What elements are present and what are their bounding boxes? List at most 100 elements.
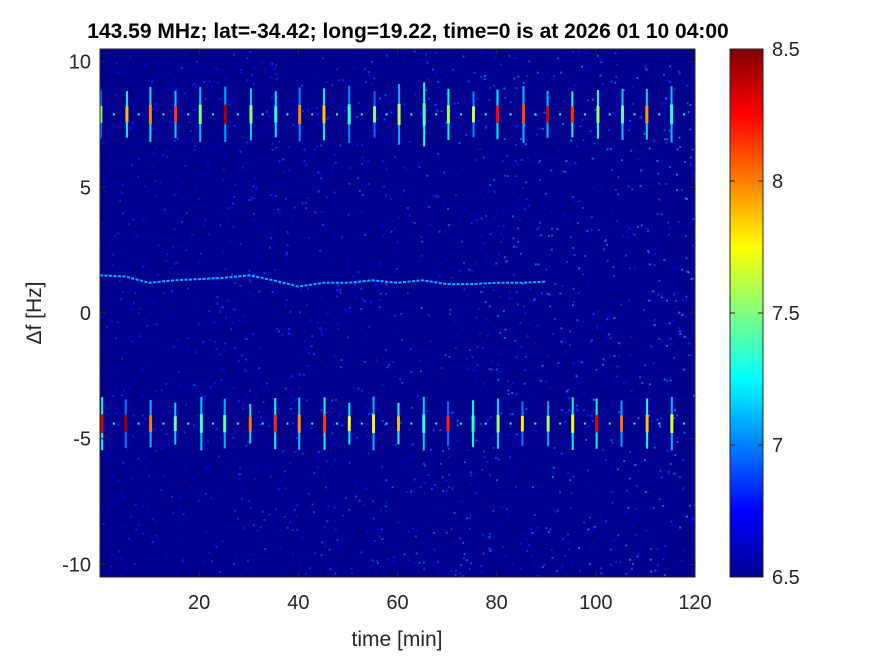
noise-speck — [654, 388, 657, 391]
noise-speck — [582, 81, 585, 84]
noise-speck — [687, 271, 690, 274]
noise-speck — [416, 474, 419, 477]
noise-speck — [509, 101, 512, 104]
noise-speck — [372, 129, 375, 132]
noise-speck — [552, 466, 555, 469]
noise-speck — [157, 273, 160, 276]
noise-speck — [113, 181, 116, 184]
noise-speck — [173, 235, 176, 238]
noise-speck — [132, 414, 135, 417]
noise-speck — [303, 159, 306, 162]
noise-speck — [274, 508, 277, 511]
noise-speck — [449, 110, 452, 112]
noise-speck — [476, 148, 479, 151]
noise-speck — [289, 462, 292, 465]
noise-speck — [227, 207, 230, 210]
noise-speck — [587, 485, 590, 488]
noise-speck — [222, 491, 225, 494]
noise-speck — [587, 425, 590, 428]
noise-speck — [358, 101, 360, 104]
noise-speck — [588, 148, 591, 151]
noise-speck — [478, 307, 480, 310]
noise-speck — [130, 304, 133, 307]
noise-speck — [110, 321, 113, 323]
noise-speck — [583, 55, 586, 58]
noise-speck — [298, 311, 301, 314]
noise-speck — [378, 182, 381, 185]
noise-speck — [688, 354, 691, 357]
noise-speck — [247, 441, 250, 444]
noise-speck — [603, 248, 606, 251]
noise-speck — [131, 125, 134, 127]
noise-speck — [143, 264, 146, 267]
noise-speck — [128, 335, 131, 338]
noise-speck — [534, 343, 537, 346]
noise-speck — [619, 126, 622, 129]
noise-speck — [136, 276, 139, 279]
noise-speck — [502, 310, 505, 312]
noise-speck — [331, 217, 334, 220]
noise-speck — [546, 292, 549, 295]
noise-speck — [106, 541, 109, 544]
noise-speck — [525, 181, 528, 184]
noise-speck — [516, 279, 519, 282]
noise-speck — [415, 443, 418, 446]
noise-speck — [401, 522, 404, 525]
noise-speck — [163, 230, 166, 233]
noise-speck — [550, 211, 553, 214]
noise-speck — [439, 454, 442, 457]
noise-speck — [226, 219, 229, 222]
noise-speck — [165, 88, 168, 91]
noise-speck — [250, 190, 253, 193]
noise-speck — [618, 355, 621, 358]
noise-speck — [643, 346, 646, 349]
noise-speck — [660, 417, 663, 420]
noise-speck — [285, 251, 288, 254]
noise-speck — [264, 411, 266, 413]
noise-speck — [660, 476, 663, 479]
noise-speck — [489, 183, 492, 186]
noise-speck — [241, 575, 244, 577]
noise-speck — [500, 234, 503, 236]
noise-speck — [284, 573, 287, 576]
noise-speck — [385, 510, 388, 513]
noise-speck — [548, 254, 551, 257]
noise-speck — [396, 447, 399, 450]
noise-speck — [232, 436, 235, 439]
noise-speck — [501, 506, 504, 509]
noise-speck — [385, 167, 388, 170]
noise-speck — [601, 187, 604, 190]
noise-speck — [111, 422, 114, 425]
noise-speck — [567, 451, 570, 454]
noise-speck — [424, 366, 427, 369]
noise-speck — [538, 127, 541, 130]
noise-speck — [545, 268, 548, 271]
noise-speck — [432, 564, 435, 567]
noise-speck — [361, 339, 364, 342]
noise-speck — [109, 167, 112, 170]
noise-speck — [679, 526, 682, 529]
noise-speck — [325, 459, 328, 462]
noise-speck — [533, 191, 535, 194]
noise-speck — [626, 414, 629, 417]
noise-speck — [628, 477, 631, 480]
noise-speck — [471, 263, 474, 266]
noise-speck — [144, 456, 147, 459]
noise-speck — [571, 284, 574, 287]
noise-speck — [538, 410, 541, 413]
noise-speck — [482, 552, 485, 555]
noise-speck — [141, 414, 144, 417]
noise-speck — [241, 354, 244, 357]
noise-speck — [137, 523, 140, 526]
noise-speck — [106, 326, 108, 328]
noise-speck — [319, 253, 322, 256]
noise-speck — [268, 246, 271, 249]
noise-speck — [606, 148, 609, 151]
burst-mid-speck — [112, 422, 115, 425]
noise-speck — [463, 262, 465, 265]
noise-speck — [611, 168, 614, 171]
noise-speck — [506, 259, 508, 262]
noise-speck — [349, 79, 352, 82]
noise-speck — [562, 202, 564, 205]
noise-speck — [524, 54, 527, 57]
